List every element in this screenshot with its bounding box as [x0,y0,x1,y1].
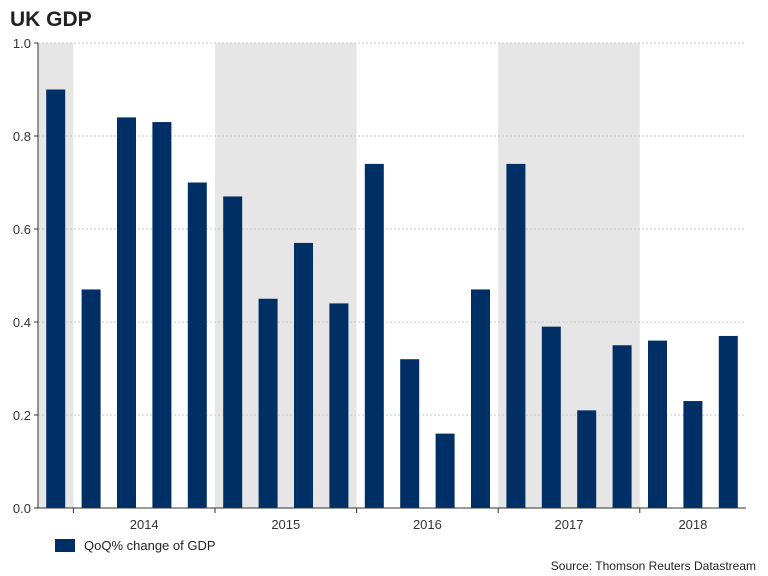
bar [577,410,597,508]
bar [471,289,490,508]
x-tick-label: 2015 [271,517,300,532]
bar [117,117,136,509]
x-tick-label: 2016 [413,517,442,532]
x-tick-label: 2017 [555,517,584,532]
legend: QoQ% change of GDP [55,538,216,553]
bar [541,326,561,508]
bar [435,433,455,508]
y-tick-label: 1.0 [13,36,31,51]
y-tick-label: 0.6 [13,222,31,237]
bar [506,163,526,508]
bar [187,182,207,508]
source-note: Source: Thomson Reuters Datastream [551,559,756,573]
y-tick-label: 0.0 [13,501,31,516]
y-tick-label: 0.4 [13,315,31,330]
bar [364,163,384,508]
y-tick-labels: 0.0 0.2 0.4 0.6 0.8 1.0 [13,36,31,516]
bar [152,122,172,509]
y-tick-label: 0.8 [13,129,31,144]
bars [46,89,738,509]
bar [612,345,632,508]
bar [46,89,66,508]
bar [81,289,101,508]
legend-swatch [55,539,75,552]
x-tick-label: 2018 [678,517,707,532]
bar [258,298,278,508]
chart-title: UK GDP [10,8,92,31]
bar [329,303,349,508]
bar [400,359,420,508]
bar [718,335,738,508]
bar [223,196,243,508]
legend-label: QoQ% change of GDP [84,538,216,553]
axes [34,42,746,513]
bar [294,242,313,508]
x-tick-labels: 2014 2015 2016 2017 2018 [130,517,708,532]
y-tick-label: 0.2 [13,408,31,423]
x-tick-label: 2014 [130,517,159,532]
bar [683,401,703,508]
bar [648,340,667,508]
